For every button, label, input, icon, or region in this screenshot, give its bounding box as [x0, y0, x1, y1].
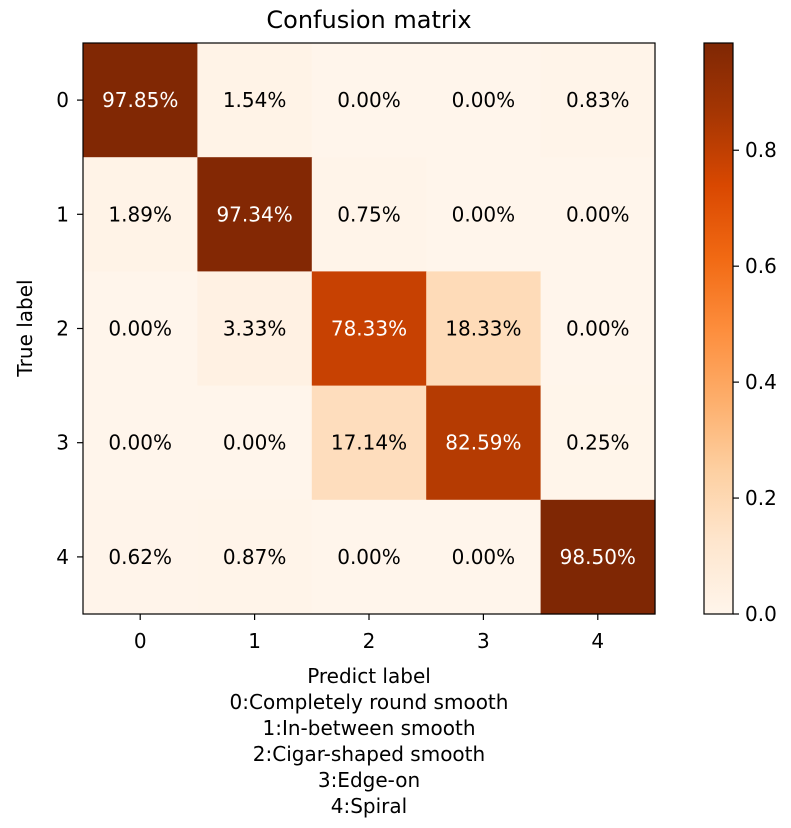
matrix-cell	[197, 385, 313, 501]
matrix-cells	[83, 43, 656, 615]
x-tick-label: 0	[134, 629, 147, 653]
cell-value-label: 1.54%	[223, 88, 287, 112]
y-axis-ticks: 0 1 2 3 4	[56, 88, 83, 569]
colorbar-tick-label: 0.4	[745, 370, 777, 394]
y-tick-label: 4	[56, 545, 69, 569]
matrix-cell	[426, 157, 542, 272]
cell-value-label: 97.34%	[216, 202, 292, 226]
cell-value-label: 0.00%	[566, 317, 630, 341]
matrix-cell	[311, 271, 427, 387]
cell-value-label: 1.89%	[108, 202, 172, 226]
matrix-cell-labels: 97.85% 1.54% 0.00% 0.00% 0.83% 1.89% 97.34% 0.7…	[102, 88, 636, 569]
x-axis-ticks: 0 1 2 3 4	[134, 614, 604, 653]
colorbar	[703, 42, 734, 615]
matrix-cell	[197, 271, 313, 387]
class-legend-line: 3:Edge-on	[318, 768, 420, 792]
matrix-cell	[540, 43, 656, 158]
y-tick-label: 1	[56, 202, 69, 226]
matrix-cell	[426, 271, 542, 387]
cell-value-label: 0.00%	[223, 431, 287, 455]
colorbar-tick-label: 0.8	[745, 138, 777, 162]
matrix-cell	[540, 271, 656, 387]
x-tick-label: 3	[477, 629, 490, 653]
x-tick-label: 4	[591, 629, 604, 653]
cell-value-label: 0.00%	[337, 545, 401, 569]
y-tick-label: 0	[56, 88, 69, 112]
matrix-cell	[83, 499, 198, 615]
matrix-cell	[197, 43, 313, 158]
matrix-cell	[197, 499, 313, 615]
x-axis-title: Predict label	[307, 664, 431, 688]
matrix-cell	[311, 43, 427, 158]
colorbar-tick-label: 0.6	[745, 254, 777, 278]
matrix-cell	[83, 271, 198, 387]
matrix-cell	[197, 157, 313, 272]
cell-value-label: 0.87%	[223, 545, 287, 569]
cell-value-label: 0.75%	[337, 202, 401, 226]
y-tick-label: 2	[56, 317, 69, 341]
cell-value-label: 0.00%	[452, 88, 516, 112]
matrix-cell	[426, 499, 542, 615]
cell-value-label: 82.59%	[445, 431, 521, 455]
matrix-cell	[540, 157, 656, 272]
matrix-cell	[426, 385, 542, 501]
cell-value-label: 98.50%	[560, 545, 636, 569]
matrix-cell	[83, 385, 198, 501]
cell-value-label: 0.00%	[108, 317, 172, 341]
matrix-cell	[426, 43, 542, 158]
matrix-cell	[83, 43, 198, 158]
cell-value-label: 97.85%	[102, 88, 178, 112]
class-legend-line: 4:Spiral	[331, 794, 407, 818]
cell-value-label: 0.62%	[108, 545, 172, 569]
class-legend-line: 0:Completely round smooth	[230, 690, 509, 714]
cell-value-label: 0.83%	[566, 88, 630, 112]
matrix-cell	[540, 385, 656, 501]
cell-value-label: 18.33%	[445, 317, 521, 341]
matrix-cell	[311, 385, 427, 501]
cell-value-label: 17.14%	[331, 431, 407, 455]
matrix-cell	[83, 157, 198, 272]
cell-value-label: 0.00%	[566, 202, 630, 226]
x-tick-label: 2	[363, 629, 376, 653]
class-legend-line: 2:Cigar-shaped smooth	[253, 742, 485, 766]
cell-value-label: 0.00%	[452, 545, 516, 569]
cell-value-label: 0.00%	[452, 202, 516, 226]
class-legend-line: 1:In-between smooth	[263, 716, 476, 740]
matrix-cell	[311, 499, 427, 615]
colorbar-tick-label: 0.0	[745, 602, 777, 626]
y-tick-label: 3	[56, 431, 69, 455]
cell-value-label: 3.33%	[223, 317, 287, 341]
cell-value-label: 78.33%	[331, 317, 407, 341]
colorbar-tick-label: 0.2	[745, 486, 777, 510]
matrix-cell	[311, 157, 427, 272]
cell-value-label: 0.00%	[337, 88, 401, 112]
colorbar-ticks: 0.0 0.2 0.4 0.6 0.8	[733, 138, 777, 626]
x-tick-label: 1	[248, 629, 261, 653]
matrix-cell	[540, 499, 656, 615]
cell-value-label: 0.00%	[108, 431, 172, 455]
y-axis-label: True label	[13, 279, 37, 377]
cell-value-label: 0.25%	[566, 431, 630, 455]
chart-title: Confusion matrix	[266, 6, 471, 34]
